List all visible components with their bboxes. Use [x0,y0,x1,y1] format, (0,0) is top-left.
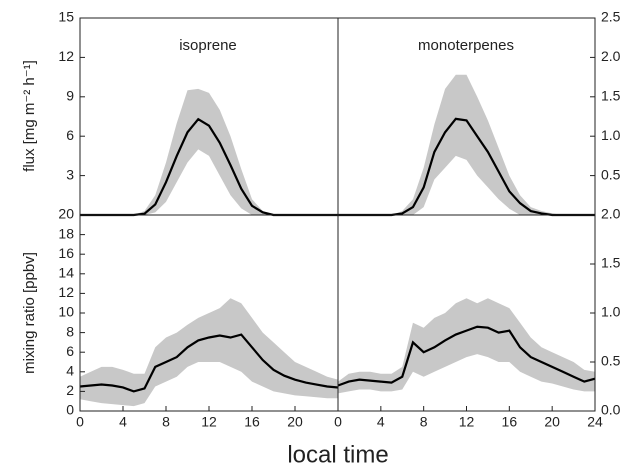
x-tick-label: 12 [459,414,475,430]
mean-line [337,325,596,387]
y-axis-label: mixing ratio [ppbv] [21,252,38,374]
x-tick-label: 0 [76,414,84,430]
range-band [338,298,595,394]
y-tick-label: 2 [66,382,74,398]
y-tick-label: 1.5 [601,88,621,104]
y-tick-label: 9 [66,88,74,104]
x-tick-label: 20 [544,414,560,430]
y-tick-label: 18 [58,225,74,241]
x-tick-label: 0 [334,414,342,430]
y-tick-label: 2.0 [601,206,621,222]
range-band [80,298,338,407]
y-tick-label: 20 [58,206,74,222]
y-tick-label: 16 [58,245,74,261]
y-tick-label: 8 [66,323,74,339]
y-axis-label: flux [mg m⁻² h⁻¹] [21,60,38,172]
y-tick-label: 2.5 [601,9,621,25]
x-tick-label: 4 [377,414,385,430]
x-tick-label: 24 [587,414,603,430]
y-tick-label: 10 [58,304,74,320]
x-tick-label: 8 [162,414,170,430]
y-tick-label: 4 [66,363,74,379]
x-tick-label: 16 [502,414,518,430]
plot-layer [79,74,596,407]
y-tick-label: 0.0 [601,402,621,418]
panel-title: isoprene [179,37,237,54]
x-tick-label: 12 [201,414,217,430]
x-axis-label: local time [287,441,388,468]
x-tick-label: 20 [287,414,303,430]
y-tick-label: 15 [58,9,74,25]
panel-title: monoterpenes [418,37,514,54]
y-tick-label: 14 [58,265,74,281]
y-tick-label: 12 [58,284,74,300]
y-tick-label: 1.0 [601,304,621,320]
y-tick-label: 0.5 [601,353,621,369]
range-band [338,74,595,216]
y-tick-label: 2.0 [601,48,621,64]
y-tick-label: 6 [66,127,74,143]
y-tick-label: 0.5 [601,166,621,182]
x-tick-label: 8 [420,414,428,430]
mean-line [79,333,339,393]
y-tick-label: 1.5 [601,255,621,271]
y-tick-label: 0 [66,402,74,418]
y-tick-label: 12 [58,48,74,64]
range-band [80,88,338,215]
x-tick-label: 16 [244,414,260,430]
y-tick-label: 1.0 [601,127,621,143]
y-tick-label: 3 [66,166,74,182]
y-tick-label: 6 [66,343,74,359]
x-tick-label: 4 [119,414,127,430]
